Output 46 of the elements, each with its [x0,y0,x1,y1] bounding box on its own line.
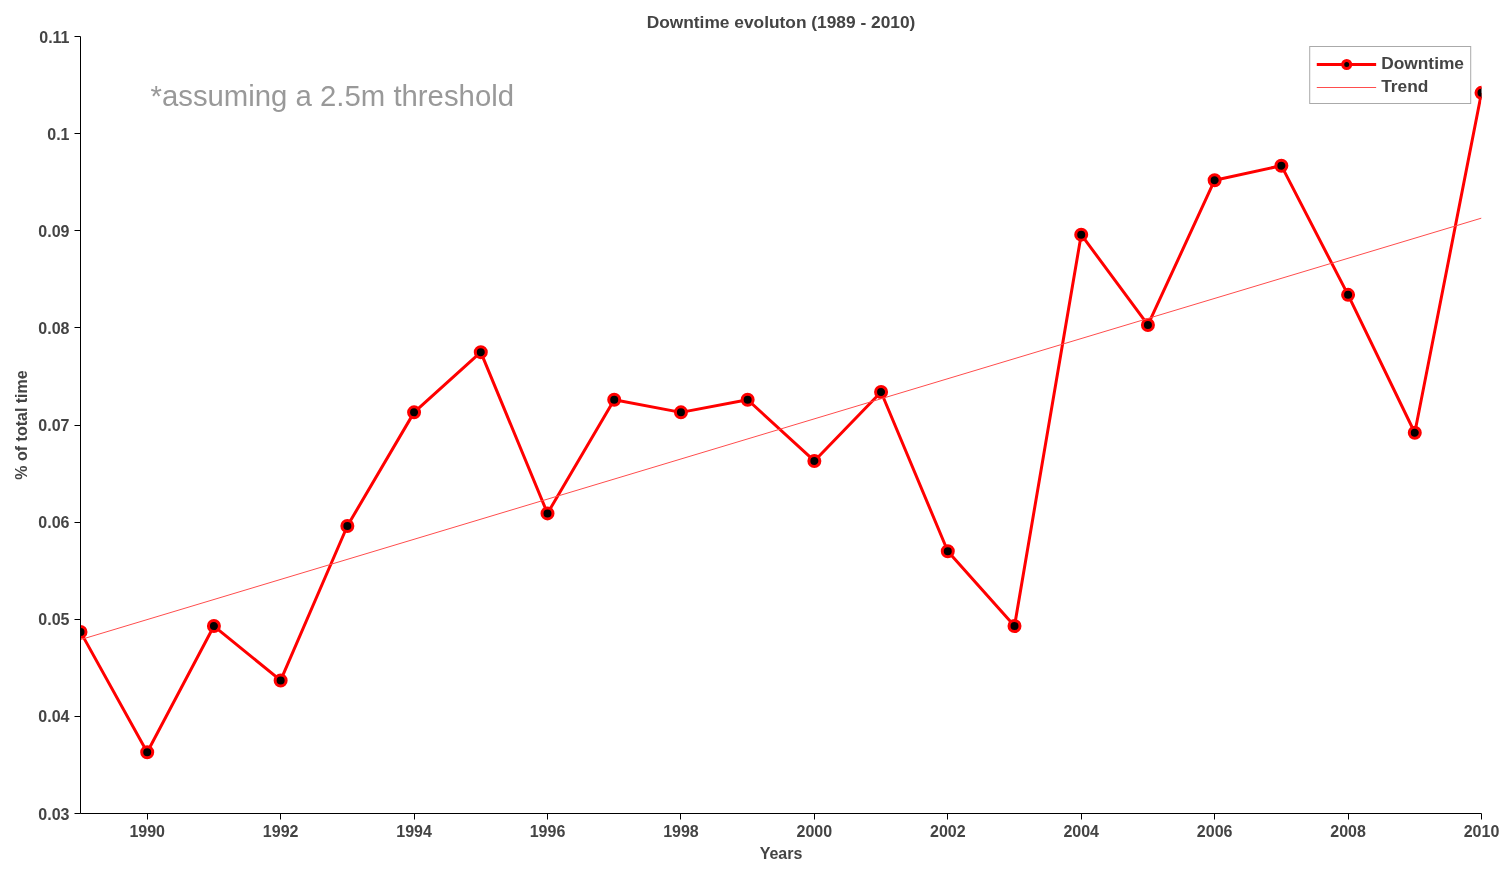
x-tick-label: 1992 [262,822,299,840]
point [206,619,221,634]
y-tick-label: 0.08 [38,319,70,337]
y-tick-label: 0.07 [38,417,70,434]
point [1207,173,1222,188]
x-tick-label: 2002 [929,822,966,840]
y-tick-label: 0.09 [38,222,70,240]
x-tick-label: 2010 [1463,822,1500,840]
point [1140,317,1155,332]
point [273,673,288,688]
point [607,392,622,407]
x-tick-label: 2004 [1063,822,1100,840]
point [673,405,688,420]
point [1407,425,1422,440]
point [940,544,955,559]
point [1007,619,1022,634]
y-axis-title: % of total time [13,370,31,480]
y-tick-label: 0.1 [47,125,70,143]
x-axis-title: Years [759,844,803,862]
point [473,345,488,360]
y-tick-label: 0.06 [38,514,70,532]
point [807,453,822,468]
x-tick-label: 1996 [529,822,566,840]
point [1074,227,1089,242]
point [407,405,422,420]
x-tick-label: 1990 [129,822,166,840]
y-tick-label: 0.11 [39,28,70,46]
legend-label: Downtime [1381,53,1464,74]
x-tick-label: 2006 [1196,822,1233,840]
chart-title: Downtime evoluton (1989 - 2010) [646,11,916,32]
point [540,506,555,521]
x-tick-label: 2008 [1330,822,1366,840]
legend-label: Trend [1381,76,1429,97]
x-tick-label: 1998 [663,822,699,840]
x-tick-label: 2000 [796,822,833,840]
annotation: *assuming a 2.5m threshold [150,78,515,112]
point [1274,158,1289,173]
x-tick-label: 1994 [396,822,432,840]
point [740,392,755,407]
y-tick-label: 0.05 [38,611,70,629]
point [140,745,155,760]
point [874,384,889,399]
y-tick-label: 0.03 [38,805,70,823]
y-tick-label: 0.04 [38,708,70,726]
point [1341,287,1356,302]
point [340,519,355,533]
